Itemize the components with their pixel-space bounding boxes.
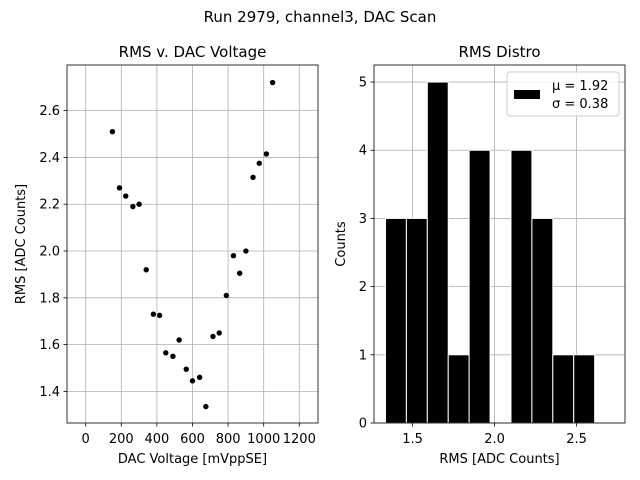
- y-tick-label: 3: [359, 212, 367, 227]
- y-axis-label: RMS [ADC Counts]: [14, 184, 29, 304]
- data-point: [143, 267, 149, 273]
- histogram-bar: [468, 149, 491, 424]
- legend-mu-label: μ = 1.92: [552, 79, 608, 94]
- data-point: [189, 378, 196, 384]
- y-tick-label: 2.0: [39, 245, 60, 260]
- histogram-bar: [405, 217, 428, 424]
- data-point: [130, 203, 136, 210]
- y-tick-label: 1: [359, 348, 367, 363]
- histogram-bar: [573, 354, 596, 424]
- data-point: [136, 201, 142, 207]
- x-tick-label: 200: [109, 432, 134, 447]
- legend-swatch: [514, 90, 540, 99]
- y-tick-label: 2.6: [39, 104, 60, 119]
- y-tick-label: 4: [359, 144, 367, 159]
- data-point: [250, 174, 256, 181]
- data-point: [236, 270, 243, 276]
- legend-sigma-label: σ = 0.38: [552, 97, 608, 112]
- y-tick-label: 2.2: [39, 198, 60, 213]
- histogram-bar: [426, 81, 449, 424]
- x-tick-label: 1000: [247, 432, 280, 447]
- x-tick-label: 2.5: [566, 432, 587, 447]
- data-point: [203, 403, 209, 410]
- y-tick-label: 5: [359, 76, 367, 91]
- histogram-bar: [447, 354, 470, 424]
- scatter-plot: 0 200 400 600 800 1000 1200 1.4 1.6 1.8 2.0 2.2 2.4 2…: [14, 43, 319, 467]
- histogram-bar: [531, 217, 554, 424]
- x-tick-label: 2.0: [484, 432, 505, 447]
- histogram-bar: [384, 217, 407, 424]
- y-axis-label: Counts: [334, 221, 349, 267]
- data-point: [243, 248, 249, 254]
- figure-title: Run 2979, channel3, DAC Scan: [204, 8, 437, 26]
- data-point: [123, 193, 129, 199]
- data-point: [176, 337, 182, 343]
- y-tick-label: 2: [359, 280, 367, 295]
- data-point: [210, 333, 216, 340]
- data-point: [263, 151, 270, 157]
- x-tick-label: 800: [216, 432, 241, 447]
- axes-frame: [66, 64, 319, 424]
- y-tick-label: 0: [359, 417, 367, 432]
- data-point: [150, 311, 157, 317]
- y-tick-label: 2.4: [39, 151, 60, 166]
- y-tick-label: 1.6: [39, 338, 60, 353]
- histogram-bar: [552, 354, 575, 424]
- axes-frame: [373, 64, 626, 424]
- data-point: [116, 185, 123, 191]
- data-point: [223, 292, 230, 299]
- axes-title: RMS v. DAC Voltage: [119, 43, 267, 61]
- data-point: [170, 353, 176, 360]
- x-axis-label: DAC Voltage [mVppSE]: [118, 452, 267, 467]
- data-point: [183, 366, 189, 372]
- histogram-plot: 1.5 2.0 2.5 0 1 2 3 4 5 RMS Distro RMS [ADC Counts…: [334, 43, 626, 467]
- data-point: [216, 330, 222, 336]
- x-axis-label: RMS [ADC Counts]: [439, 452, 559, 467]
- y-tick-label: 1.4: [39, 385, 60, 400]
- x-tick-label: 1200: [283, 432, 316, 447]
- data-point: [163, 350, 169, 356]
- x-tick-label: 1.5: [402, 432, 423, 447]
- data-point: [156, 312, 163, 319]
- legend-box: [506, 71, 620, 117]
- x-tick-label: 400: [144, 432, 169, 447]
- data-point: [230, 252, 237, 259]
- data-point: [269, 79, 276, 86]
- data-point: [196, 374, 203, 381]
- y-tick-label: 1.8: [39, 291, 60, 306]
- histogram-bar: [510, 149, 533, 424]
- x-tick-label: 0: [82, 432, 90, 447]
- legend: μ = 1.92 σ = 0.38: [506, 71, 620, 117]
- data-point: [109, 128, 116, 135]
- axes-title: RMS Distro: [458, 43, 540, 61]
- x-tick-label: 600: [180, 432, 205, 447]
- data-point: [256, 160, 262, 166]
